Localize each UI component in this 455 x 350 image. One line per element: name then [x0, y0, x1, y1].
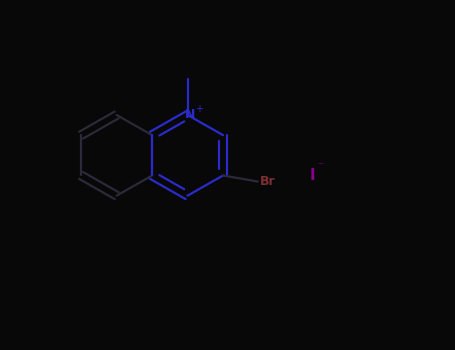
- Text: ⁻: ⁻: [317, 161, 323, 171]
- Text: I: I: [309, 168, 315, 182]
- Text: +: +: [195, 104, 202, 113]
- Text: N: N: [185, 108, 195, 121]
- Text: Br: Br: [260, 175, 276, 188]
